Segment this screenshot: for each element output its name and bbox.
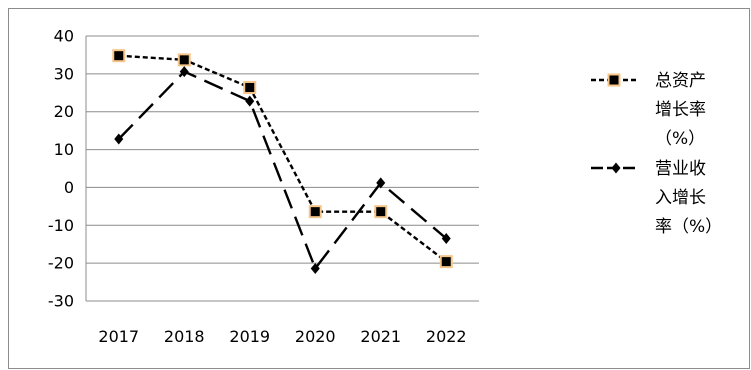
series	[112, 49, 453, 274]
x-tick-label: 2022	[426, 327, 467, 346]
series-2-point	[376, 177, 386, 189]
series-2-point	[245, 95, 255, 107]
legend-marker-1	[607, 73, 621, 87]
x-tick-label: 2019	[229, 327, 270, 346]
series-2-point	[441, 233, 451, 245]
series-1-point	[177, 53, 191, 67]
chart-area: 40 30 20 10 0 -10 -20 -30 2017 2018 2019 2020 2021 2…	[8, 8, 750, 369]
series-1-point	[112, 49, 126, 63]
legend-label: 增长率	[655, 100, 706, 120]
legend-label: 入增长	[655, 188, 706, 208]
y-tick-label: 0	[64, 178, 74, 197]
legend-label: 率（%）	[655, 217, 722, 237]
x-axis-tick-labels: 2017 2018 2019 2020 2021 2022	[98, 327, 466, 346]
y-tick-label: 40	[54, 27, 74, 46]
series-1-point	[439, 255, 453, 269]
series-line-2	[117, 70, 448, 270]
y-tick-label: -30	[48, 292, 74, 311]
y-tick-label: 10	[54, 140, 74, 159]
legend-marker-2	[611, 162, 621, 174]
y-tick-label: 30	[54, 64, 74, 83]
x-tick-label: 2017	[98, 327, 139, 346]
x-tick-label: 2018	[164, 327, 205, 346]
x-tick-label: 2021	[360, 327, 401, 346]
series-2-point	[114, 133, 124, 145]
series-line-1	[118, 54, 448, 263]
gridlines	[86, 35, 479, 302]
series-1-point	[308, 205, 322, 219]
series-2-point	[310, 262, 320, 274]
y-tick-label: -20	[48, 254, 74, 273]
y-tick-label: -10	[48, 216, 74, 235]
series-1-point	[243, 80, 257, 94]
y-axis-tick-labels: 40 30 20 10 0 -10 -20 -30	[48, 27, 74, 311]
series-1-point	[374, 205, 388, 219]
x-tick-label: 2020	[295, 327, 336, 346]
legend-label: （%）	[655, 129, 705, 149]
legend-label: 营业收	[655, 159, 706, 179]
y-tick-label: 20	[54, 102, 74, 121]
series-2-point	[179, 66, 189, 78]
legend-label: 总资产	[655, 71, 706, 91]
